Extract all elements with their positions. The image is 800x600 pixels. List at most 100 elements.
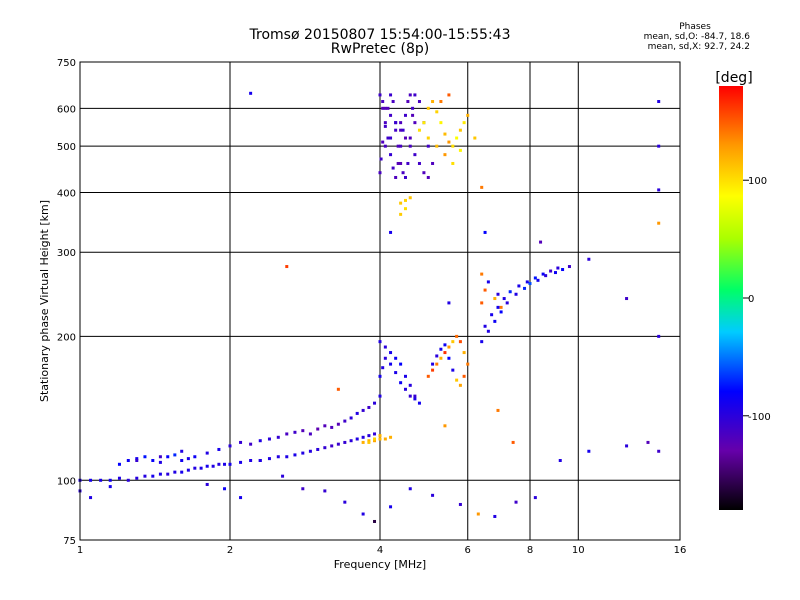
phase-stats-heading: Phases — [679, 22, 711, 32]
data-point — [89, 478, 93, 482]
y-tick-label: 600 — [57, 104, 76, 115]
data-point — [308, 432, 312, 436]
data-point — [180, 458, 184, 462]
data-point — [378, 437, 382, 441]
data-point — [217, 462, 221, 466]
data-point — [443, 351, 447, 355]
data-point — [301, 429, 305, 433]
colorbar-label: [deg] — [715, 70, 752, 86]
data-point — [205, 464, 209, 468]
data-point — [558, 458, 562, 462]
data-point — [417, 128, 421, 132]
data-point — [646, 440, 650, 444]
data-point — [386, 136, 390, 140]
data-point — [556, 266, 560, 270]
data-point — [396, 161, 400, 165]
data-point — [361, 435, 365, 439]
data-point — [166, 455, 170, 459]
data-point — [426, 136, 430, 140]
data-point — [367, 440, 371, 444]
data-point — [625, 444, 629, 448]
data-point — [625, 297, 629, 301]
data-point — [517, 284, 521, 288]
data-point — [330, 444, 334, 448]
data-point — [373, 437, 377, 441]
data-point — [126, 458, 130, 462]
data-point — [228, 444, 232, 448]
axes: 1 2 4 6 8 10 16 75 100 200 300 400 500 600 750 — [57, 58, 686, 556]
data-point — [447, 301, 451, 305]
data-point — [267, 437, 271, 441]
data-point — [378, 93, 382, 97]
data-point — [426, 144, 430, 148]
data-point — [166, 472, 170, 476]
data-point — [447, 345, 451, 349]
data-point — [443, 424, 447, 428]
data-point — [451, 368, 455, 372]
data-point — [367, 405, 371, 409]
data-point — [293, 430, 297, 434]
data-point — [99, 478, 103, 482]
data-point — [451, 161, 455, 165]
data-point — [361, 408, 365, 412]
data-point — [541, 272, 545, 276]
data-point — [587, 449, 591, 453]
data-point — [486, 280, 490, 284]
data-point — [408, 136, 412, 140]
data-point — [480, 185, 484, 189]
data-point — [383, 106, 387, 110]
data-point — [336, 422, 340, 426]
x-tick-label: 2 — [227, 545, 233, 556]
data-point — [126, 478, 130, 482]
data-point — [193, 455, 197, 459]
data-point — [336, 442, 340, 446]
data-point — [158, 455, 162, 459]
data-point — [411, 106, 415, 110]
data-point — [367, 439, 371, 443]
data-point — [301, 451, 305, 455]
data-point — [355, 437, 359, 441]
data-point — [505, 301, 509, 305]
data-point — [443, 153, 447, 157]
data-point — [447, 93, 451, 97]
colorbar-ticks: 100 0 -100 — [743, 176, 771, 423]
data-point — [466, 113, 470, 117]
data-point — [417, 161, 421, 165]
data-point — [403, 387, 407, 391]
data-point — [399, 121, 403, 125]
data-point — [401, 171, 405, 175]
data-point — [267, 457, 271, 461]
data-point — [285, 432, 289, 436]
data-point — [391, 166, 395, 170]
data-point — [403, 207, 407, 211]
data-point — [389, 351, 393, 355]
data-point — [249, 442, 253, 446]
data-point — [399, 381, 403, 385]
data-point — [413, 121, 417, 125]
data-point — [443, 343, 447, 347]
data-point — [455, 136, 459, 140]
data-point — [426, 106, 430, 110]
data-point — [381, 106, 385, 110]
plot-frame — [79, 61, 681, 541]
data-point — [249, 91, 253, 95]
data-point — [151, 458, 155, 462]
phase-stats-o: mean, sd,O: -84.7, 18.6 — [643, 32, 750, 42]
data-point — [462, 374, 466, 378]
data-point — [439, 356, 443, 360]
data-point — [135, 476, 139, 480]
y-tick-label: 75 — [63, 536, 76, 547]
x-axis-label: Frequency [MHz] — [334, 558, 426, 571]
data-point — [394, 371, 398, 375]
data-point — [447, 140, 451, 144]
data-point — [451, 144, 455, 148]
colorbar — [719, 86, 743, 510]
x-tick-label: 8 — [527, 545, 533, 556]
data-point — [394, 128, 398, 132]
data-point — [536, 278, 540, 282]
data-point — [323, 424, 327, 428]
data-point — [399, 201, 403, 205]
colorbar-tick-label: 0 — [748, 294, 754, 305]
data-point — [293, 453, 297, 457]
data-point — [486, 329, 490, 333]
